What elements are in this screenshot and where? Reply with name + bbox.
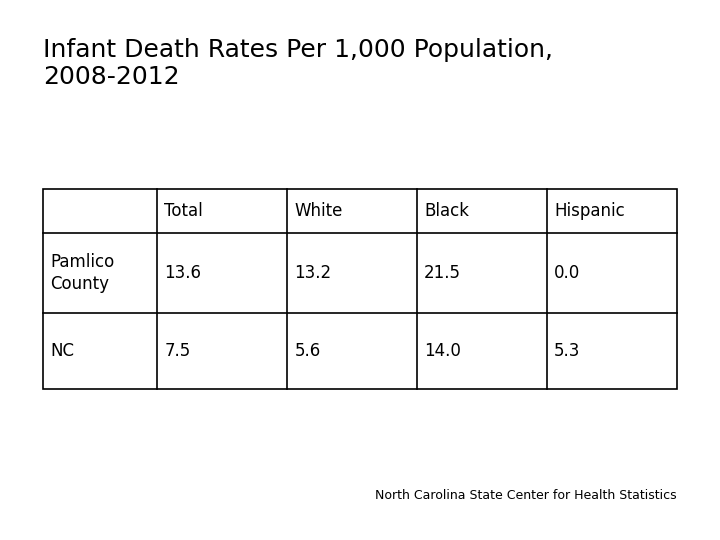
Text: Total: Total	[164, 202, 203, 220]
Text: Hispanic: Hispanic	[554, 202, 625, 220]
Text: 14.0: 14.0	[424, 342, 461, 360]
Text: Pamlico
County: Pamlico County	[50, 253, 114, 293]
Text: White: White	[294, 202, 343, 220]
Text: 7.5: 7.5	[164, 342, 191, 360]
Text: Black: Black	[424, 202, 469, 220]
Text: Infant Death Rates Per 1,000 Population,
2008-2012: Infant Death Rates Per 1,000 Population,…	[43, 38, 553, 89]
Text: 5.6: 5.6	[294, 342, 320, 360]
Text: 13.6: 13.6	[164, 264, 202, 282]
Text: North Carolina State Center for Health Statistics: North Carolina State Center for Health S…	[375, 489, 677, 502]
Text: 5.3: 5.3	[554, 342, 580, 360]
Text: 0.0: 0.0	[554, 264, 580, 282]
Text: 13.2: 13.2	[294, 264, 331, 282]
Text: NC: NC	[50, 342, 74, 360]
Text: 21.5: 21.5	[424, 264, 462, 282]
